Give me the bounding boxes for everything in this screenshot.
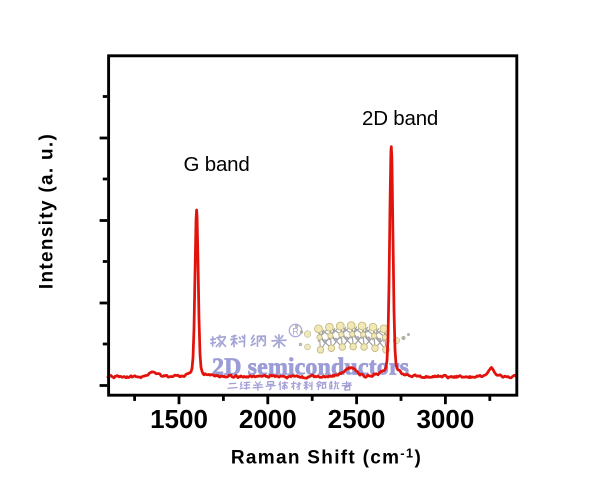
svg-text:2D band: 2D band — [362, 107, 438, 130]
svg-text:R: R — [292, 327, 299, 337]
svg-text:Raman Shift (cm-1): Raman Shift (cm-1) — [231, 445, 422, 468]
svg-text:Intensity (a. u.): Intensity (a. u.) — [37, 133, 58, 289]
svg-text:2000: 2000 — [239, 404, 297, 434]
svg-text:G band: G band — [184, 153, 250, 176]
svg-text:1500: 1500 — [150, 404, 208, 434]
svg-text:2500: 2500 — [328, 404, 386, 434]
svg-text:3000: 3000 — [416, 404, 474, 434]
